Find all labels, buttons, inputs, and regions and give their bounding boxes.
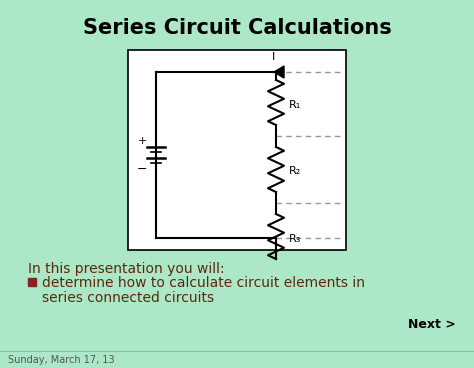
Text: +: + <box>137 136 146 146</box>
Bar <box>28 278 36 286</box>
Text: Sunday, March 17, 13: Sunday, March 17, 13 <box>8 355 115 365</box>
Text: In this presentation you will:: In this presentation you will: <box>28 262 225 276</box>
Text: determine how to calculate circuit elements in: determine how to calculate circuit eleme… <box>42 276 365 290</box>
Polygon shape <box>274 66 284 78</box>
Text: Series Circuit Calculations: Series Circuit Calculations <box>82 18 392 38</box>
Text: I: I <box>273 52 275 62</box>
Bar <box>128 50 346 250</box>
Text: series connected circuits: series connected circuits <box>42 291 214 305</box>
Text: R₁: R₁ <box>289 99 301 110</box>
Text: Next >: Next > <box>408 318 456 331</box>
Text: R₃: R₃ <box>289 234 301 244</box>
Text: R₂: R₂ <box>289 166 301 177</box>
Text: −: − <box>137 163 147 176</box>
